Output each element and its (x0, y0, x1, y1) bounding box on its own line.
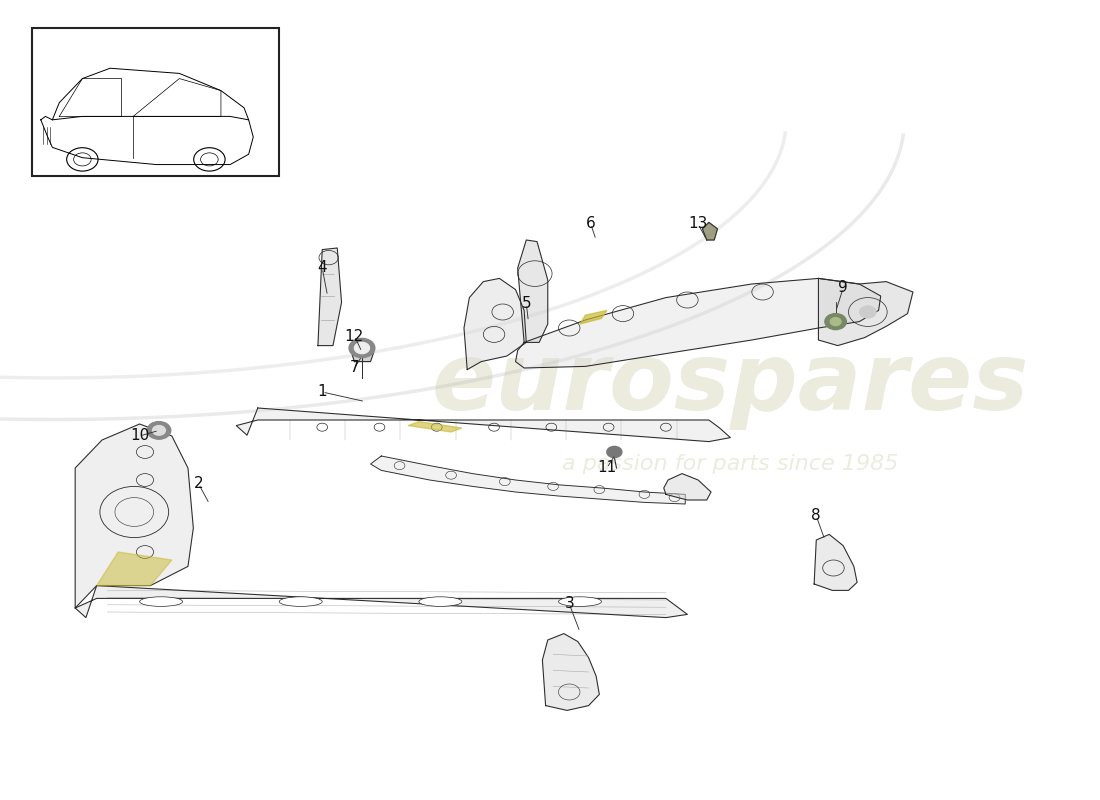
Text: 10: 10 (130, 429, 150, 443)
Circle shape (825, 314, 846, 330)
Polygon shape (518, 240, 548, 342)
Text: 7: 7 (350, 361, 360, 375)
Text: 4: 4 (318, 261, 327, 275)
Circle shape (147, 422, 170, 439)
Circle shape (859, 306, 877, 318)
Text: 3: 3 (564, 597, 574, 611)
Polygon shape (97, 552, 172, 586)
Polygon shape (318, 248, 341, 346)
Polygon shape (580, 310, 607, 324)
Polygon shape (408, 422, 462, 432)
Ellipse shape (419, 597, 462, 606)
Polygon shape (703, 222, 717, 240)
Polygon shape (542, 634, 600, 710)
Text: 9: 9 (838, 281, 848, 295)
Text: 2: 2 (194, 477, 204, 491)
Circle shape (607, 446, 621, 458)
Circle shape (830, 318, 842, 326)
Polygon shape (663, 474, 711, 500)
Text: 8: 8 (812, 509, 821, 523)
Text: eurospares: eurospares (431, 338, 1030, 430)
Polygon shape (236, 408, 730, 442)
Polygon shape (814, 534, 857, 590)
Ellipse shape (140, 597, 183, 606)
Ellipse shape (559, 597, 602, 606)
Text: a passion for parts since 1985: a passion for parts since 1985 (562, 454, 899, 474)
Circle shape (153, 426, 165, 435)
Circle shape (349, 338, 375, 358)
Bar (32, 28, 279, 176)
Polygon shape (818, 278, 913, 346)
Text: 5: 5 (521, 297, 531, 311)
Polygon shape (464, 278, 526, 370)
Text: 6: 6 (586, 217, 595, 231)
Polygon shape (371, 456, 685, 504)
Polygon shape (352, 342, 374, 362)
Polygon shape (516, 278, 881, 368)
Text: 12: 12 (344, 329, 364, 343)
Circle shape (354, 342, 370, 354)
Text: 11: 11 (597, 461, 616, 475)
Text: 1: 1 (318, 385, 327, 399)
Polygon shape (75, 424, 194, 608)
Text: 13: 13 (689, 217, 707, 231)
Polygon shape (75, 586, 688, 618)
Ellipse shape (279, 597, 322, 606)
